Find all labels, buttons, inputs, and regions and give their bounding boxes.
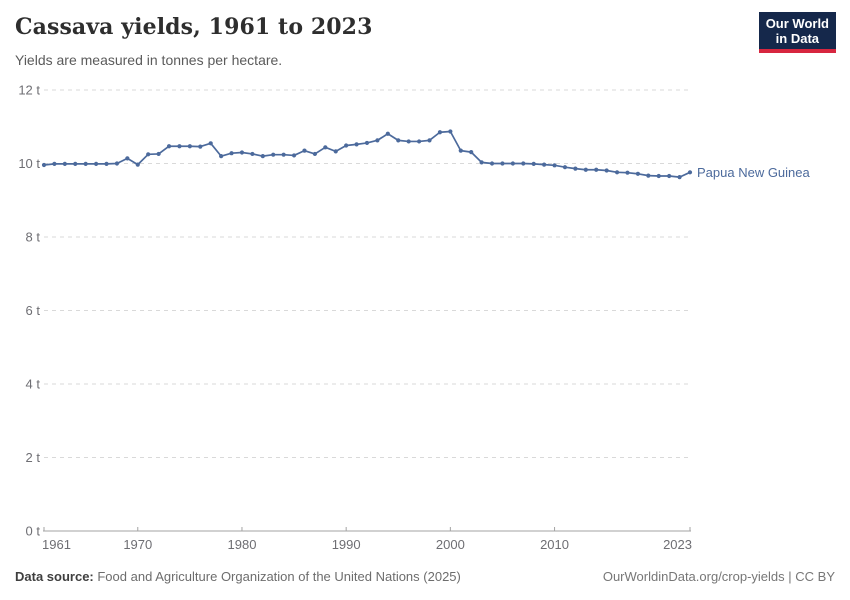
data-point[interactable] <box>219 154 224 159</box>
data-point[interactable] <box>198 144 203 149</box>
data-point[interactable] <box>73 161 78 166</box>
data-point[interactable] <box>375 138 380 143</box>
data-line[interactable] <box>43 130 691 178</box>
data-source-text: Food and Agriculture Organization of the… <box>93 569 461 584</box>
data-point[interactable] <box>437 130 443 135</box>
data-point[interactable] <box>625 170 630 175</box>
data-point[interactable] <box>448 129 453 134</box>
data-source-note: Data source: Food and Agriculture Organi… <box>15 569 461 584</box>
data-point[interactable] <box>510 161 515 166</box>
data-point[interactable] <box>166 144 172 149</box>
data-point[interactable] <box>562 165 568 170</box>
data-point[interactable] <box>500 161 505 166</box>
data-point[interactable] <box>302 148 307 153</box>
data-point[interactable] <box>542 162 547 167</box>
data-point[interactable] <box>312 151 318 157</box>
data-point[interactable] <box>333 149 338 154</box>
chart-footer: Data source: Food and Agriculture Organi… <box>15 569 835 584</box>
data-point[interactable] <box>656 173 661 179</box>
data-point[interactable] <box>469 150 474 155</box>
y-axis-tick-label: 8 t <box>26 230 41 245</box>
data-point[interactable] <box>260 154 265 159</box>
data-point[interactable] <box>125 156 130 161</box>
y-axis-tick-label: 12 t <box>18 83 40 98</box>
data-source-label: Data source: <box>15 569 94 584</box>
y-axis-tick-label: 6 t <box>26 303 41 318</box>
x-axis-tick-label: 1970 <box>123 537 152 552</box>
data-point[interactable] <box>323 145 328 150</box>
data-point[interactable] <box>62 161 67 166</box>
x-axis-tick-label: 1980 <box>228 537 257 552</box>
data-point[interactable] <box>208 141 213 146</box>
data-point[interactable] <box>354 142 359 147</box>
data-point[interactable] <box>281 152 286 157</box>
chart-subtitle: Yields are measured in tonnes per hectar… <box>15 52 283 68</box>
y-axis-tick-label: 0 t <box>26 524 41 539</box>
data-point[interactable] <box>594 167 599 172</box>
data-point[interactable] <box>667 173 672 179</box>
owid-logo-line1: Our World <box>765 16 829 31</box>
data-point[interactable] <box>229 151 234 156</box>
data-point[interactable] <box>93 161 99 166</box>
data-point[interactable] <box>573 166 578 171</box>
data-point[interactable] <box>614 170 620 175</box>
credit-link[interactable]: OurWorldinData.org/crop-yields | CC BY <box>602 569 835 584</box>
data-point[interactable] <box>146 152 151 157</box>
owid-logo[interactable]: Our World in Data <box>758 12 836 53</box>
data-point[interactable] <box>135 162 140 167</box>
data-point[interactable] <box>250 151 255 157</box>
data-point[interactable] <box>552 163 557 168</box>
x-axis-tick-label: 2023 <box>663 537 692 552</box>
y-axis-tick-label: 2 t <box>26 450 41 465</box>
data-point[interactable] <box>177 144 182 149</box>
data-point[interactable] <box>427 138 432 143</box>
data-point[interactable] <box>635 171 641 176</box>
y-axis-tick-label: 10 t <box>18 156 40 171</box>
data-point[interactable] <box>604 168 609 173</box>
data-point[interactable] <box>677 174 682 180</box>
data-point[interactable] <box>646 173 651 178</box>
data-point[interactable] <box>385 131 390 136</box>
x-axis-tick-label: 1961 <box>42 537 71 552</box>
data-point[interactable] <box>41 162 47 168</box>
data-point[interactable] <box>583 167 588 172</box>
data-point[interactable] <box>531 161 536 166</box>
data-point[interactable] <box>489 161 495 166</box>
data-point[interactable] <box>344 143 349 148</box>
data-point[interactable] <box>687 170 693 175</box>
y-axis-tick-label: 4 t <box>26 377 41 392</box>
data-point[interactable] <box>239 150 245 155</box>
data-point[interactable] <box>83 161 88 166</box>
owid-logo-line2: in Data <box>775 31 820 46</box>
data-point[interactable] <box>156 151 161 157</box>
data-point[interactable] <box>271 152 276 157</box>
x-axis-tick-label: 2000 <box>436 537 465 552</box>
data-point[interactable] <box>416 139 422 144</box>
page-title: Cassava yields, 1961 to 2023 <box>15 14 373 40</box>
data-point[interactable] <box>52 161 57 166</box>
x-axis-tick-label: 2010 <box>540 537 569 552</box>
data-point[interactable] <box>479 160 484 165</box>
series-label[interactable]: Papua New Guinea <box>697 165 811 180</box>
data-point[interactable] <box>187 144 192 149</box>
data-point[interactable] <box>114 161 120 166</box>
data-point[interactable] <box>364 140 370 146</box>
data-point[interactable] <box>458 148 463 153</box>
x-axis-tick-label: 1990 <box>332 537 361 552</box>
data-point[interactable] <box>406 139 411 144</box>
data-point[interactable] <box>291 153 297 158</box>
data-point[interactable] <box>396 138 401 143</box>
data-point[interactable] <box>521 161 526 166</box>
data-point[interactable] <box>104 161 109 166</box>
